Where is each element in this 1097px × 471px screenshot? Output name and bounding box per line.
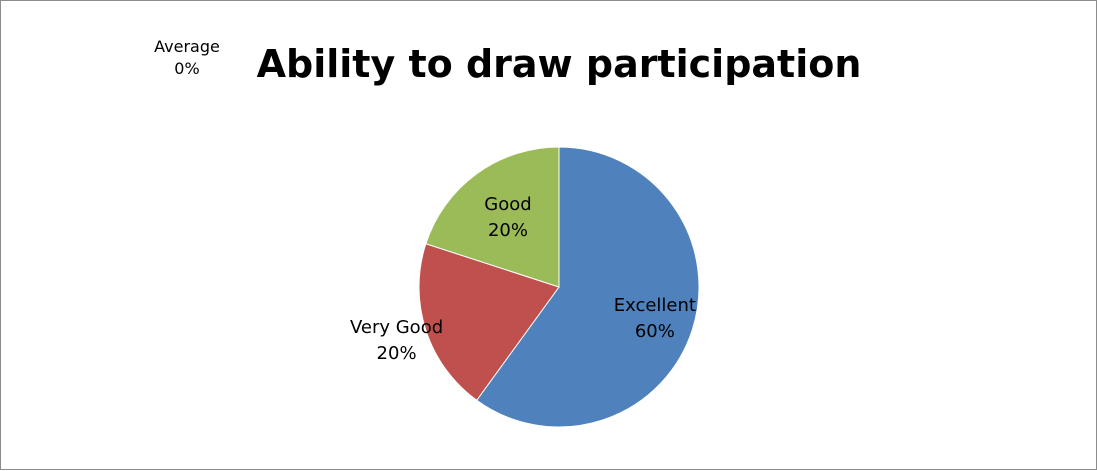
- chart-title: Ability to draw participation: [257, 42, 862, 86]
- slice-label-excellent-percent: 60%: [635, 321, 675, 342]
- slice-label-good-name: Good: [484, 194, 531, 215]
- slice-label-very-good-percent: 20%: [377, 343, 417, 364]
- slice-label-good-percent: 20%: [488, 220, 528, 241]
- slice-labels: Excellent 60% Very Good 20% Good 20% Average 0%: [154, 37, 696, 364]
- slice-label-average-percent: 0%: [174, 59, 199, 78]
- pie-slice-very-good: [418, 243, 560, 401]
- pie-slice-excellent: [476, 146, 700, 428]
- slice-label-very-good-name: Very Good: [350, 317, 443, 338]
- slice-label-average-name: Average: [154, 37, 220, 56]
- slice-label-excellent-name: Excellent: [614, 295, 696, 316]
- pie-slice-good: [425, 146, 560, 288]
- pie-slices: [418, 146, 700, 428]
